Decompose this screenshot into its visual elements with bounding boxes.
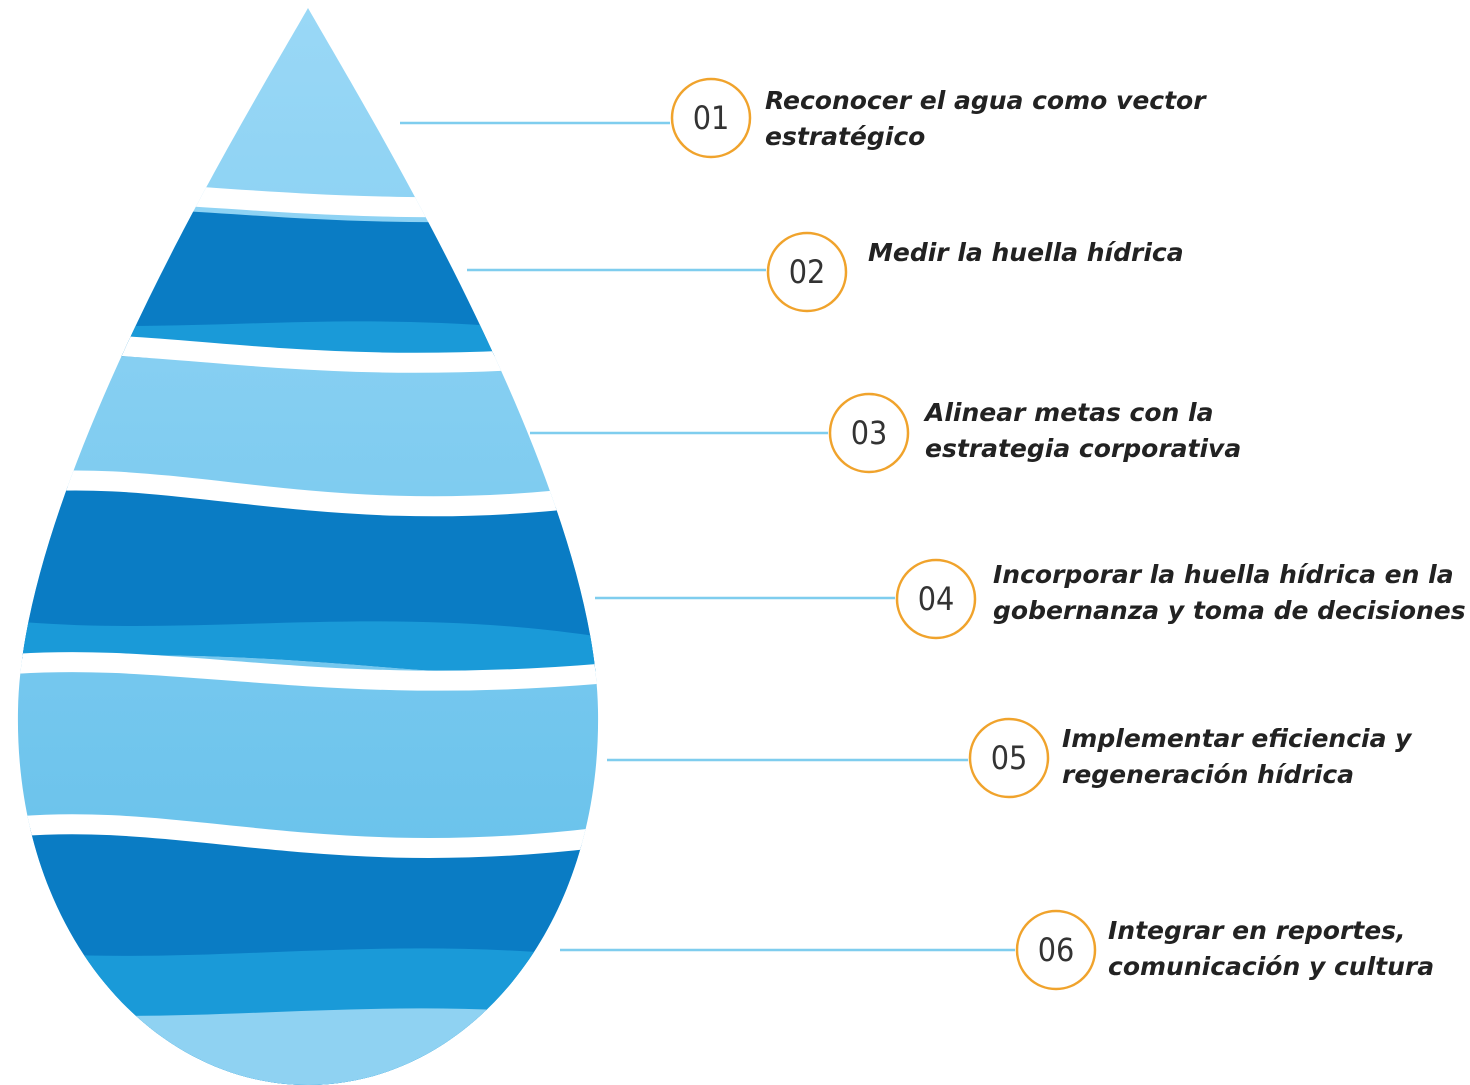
number-circle	[670, 77, 752, 159]
step: 02 Medir la huella hídrica	[467, 231, 1184, 313]
step-text: comunicación y cultura	[1108, 952, 1434, 981]
step-text: Implementar eficiencia y	[1062, 724, 1413, 753]
step-text: estratégico	[765, 122, 925, 151]
number-circle	[766, 231, 848, 313]
number-circle	[828, 392, 910, 474]
water-drop	[17, 8, 599, 1085]
number-circle	[895, 558, 977, 640]
step: 01 Reconocer el agua como vector estratégi…	[400, 77, 1207, 159]
step-text: regeneración hídrica	[1062, 760, 1354, 789]
step: 03 Alinear metas con la estrategia corpora…	[530, 392, 1241, 474]
step: 06 Integrar en reportes, comunicación y cu…	[560, 909, 1434, 991]
step-text: estrategia corporativa	[925, 434, 1241, 463]
step: 04 Incorporar la huella hídrica en la gobe…	[595, 558, 1466, 640]
steps: 01 Reconocer el agua como vector estratégi…	[400, 77, 1466, 991]
step-number: 04	[918, 580, 955, 618]
step: 05 Implementar eficiencia y regeneración h…	[607, 717, 1413, 799]
step-number: 02	[789, 253, 826, 291]
step-number: 03	[851, 414, 888, 452]
step-number: 05	[991, 739, 1028, 777]
step-text: Incorporar la huella hídrica en la	[993, 560, 1454, 589]
number-circle	[1015, 909, 1097, 991]
step-text: Reconocer el agua como vector	[765, 86, 1207, 115]
step-number: 06	[1038, 931, 1075, 969]
step-text: gobernanza y toma de decisiones	[993, 596, 1466, 625]
number-circle	[968, 717, 1050, 799]
step-text: Alinear metas con la	[923, 398, 1214, 427]
step-number: 01	[693, 99, 730, 137]
step-text: Medir la huella hídrica	[868, 238, 1184, 267]
step-text: Integrar en reportes,	[1108, 916, 1406, 945]
